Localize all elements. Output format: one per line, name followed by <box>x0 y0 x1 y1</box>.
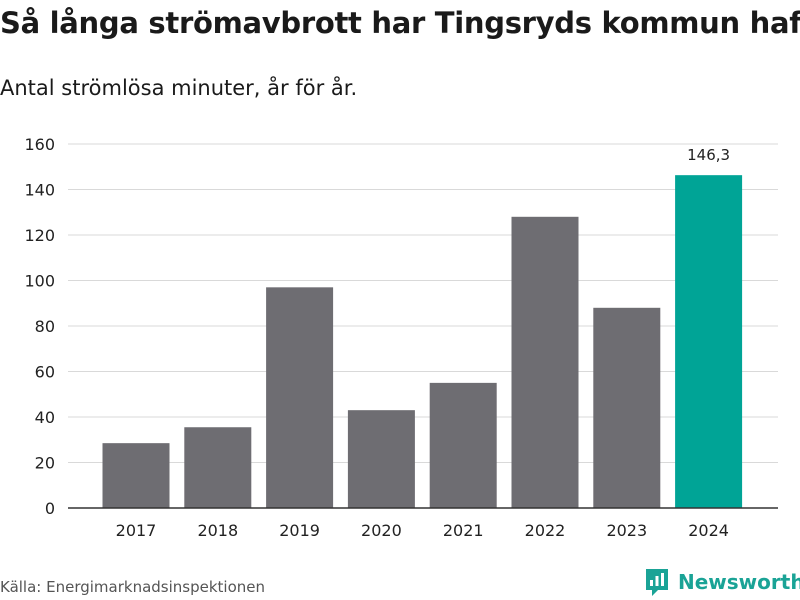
y-tick-label: 100 <box>24 272 55 291</box>
y-tick-label: 60 <box>35 363 55 382</box>
y-tick-label: 20 <box>35 454 55 473</box>
y-tick-label: 40 <box>35 408 55 427</box>
bar-2017 <box>102 443 170 508</box>
data-label: 146,3 <box>687 146 730 164</box>
y-tick-label: 80 <box>35 317 55 336</box>
bar-2022 <box>511 216 579 509</box>
bar-2023 <box>593 307 661 508</box>
x-tick-label: 2021 <box>443 521 484 540</box>
x-tick-label: 2019 <box>279 521 320 540</box>
bar-2020 <box>347 410 415 508</box>
x-tick-label: 2020 <box>361 521 402 540</box>
newsworthy-logo-icon <box>646 569 668 596</box>
brand-name: Newsworthy <box>678 570 800 594</box>
y-tick-label: 140 <box>24 181 55 200</box>
bar-2019 <box>266 287 334 508</box>
y-tick-label: 0 <box>45 499 55 518</box>
bar-2018 <box>184 427 252 508</box>
y-tick-label: 160 <box>24 135 55 154</box>
x-tick-label: 2017 <box>116 521 157 540</box>
chart-subtitle: Antal strömlösa minuter, år för år. <box>0 76 358 100</box>
x-tick-label: 2018 <box>197 521 238 540</box>
source-note: Källa: Energimarknadsinspektionen <box>0 578 266 596</box>
y-tick-label: 120 <box>24 226 55 245</box>
x-tick-label: 2024 <box>688 521 729 540</box>
x-tick-label: 2023 <box>606 521 647 540</box>
chart-title: Så långa strömavbrott har Tingsryds komm… <box>0 6 800 40</box>
bar-2024 <box>675 175 743 509</box>
x-tick-label: 2022 <box>525 521 566 540</box>
newsworthy-logo: Newsworthy <box>644 567 800 597</box>
bar-2021 <box>429 382 497 508</box>
